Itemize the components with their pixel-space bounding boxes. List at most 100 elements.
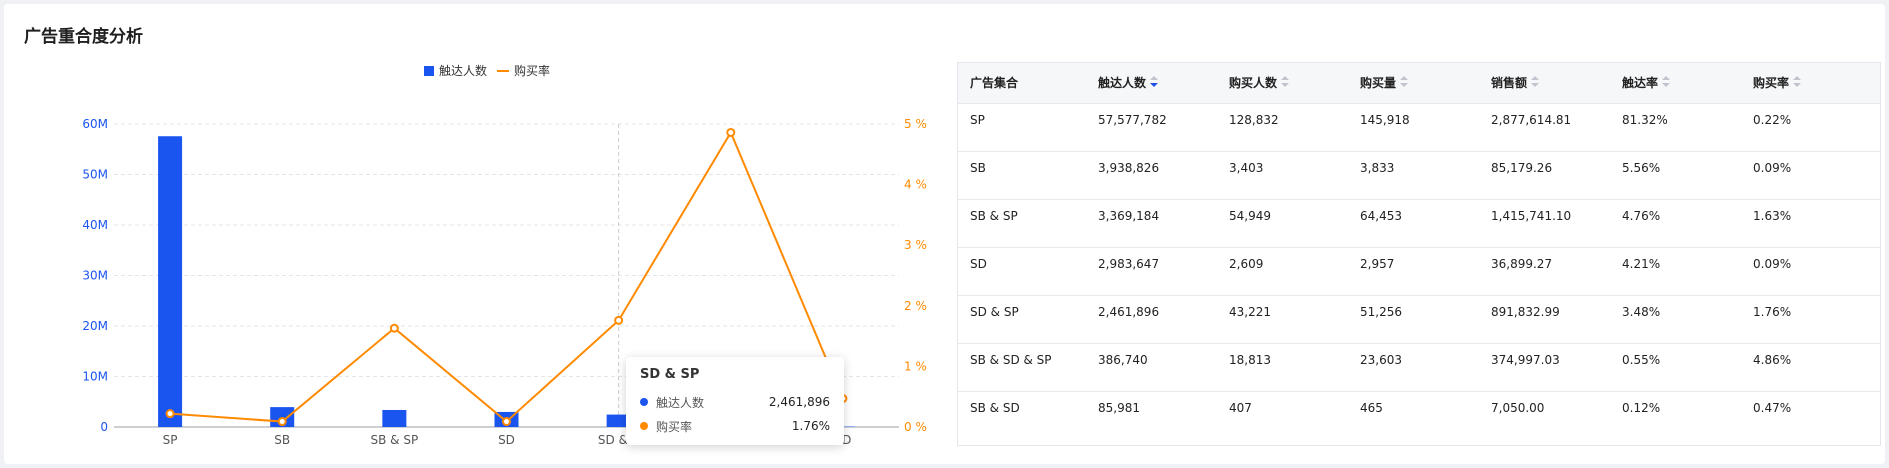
cell: 3,403 [1229,160,1264,175]
cell: 0.09% [1753,256,1792,271]
col-header-quantity[interactable]: 购买量 [1348,63,1479,103]
y-left-tick-label: 40M [82,218,108,232]
overlap-analysis-card: 广告重合度分析 0 10M 20M 30M 40M 50M 60M 0 % 1 % 2 % 3 % 4… [4,4,1885,464]
table-row: SP 57,577,782 128,832 145,918 2,877,614.… [958,103,1880,151]
col-header-set: 广告集合 [970,76,1019,91]
cell: 465 [1360,400,1383,415]
tooltip-row-reach: 触达人数 2,461,896 [640,390,830,414]
x-tick-label: SD [498,433,515,447]
table-row: SB & SD & SP 386,740 18,813 23,603 374,9… [958,343,1880,391]
sort-icon[interactable] [1793,76,1802,88]
y-left-tick-label: 60M [82,117,108,131]
cell: 374,997.03 [1491,352,1560,367]
x-tick-label: SB & SP [371,433,419,447]
line-point [726,127,736,137]
sort-icon[interactable] [1281,76,1290,88]
cell: 0.47% [1753,400,1792,415]
tooltip-dot-line [640,422,648,430]
cell: 128,832 [1229,112,1279,127]
y-right-tick-label: 0 % [904,420,927,434]
tooltip-row-rate: 购买率 1.76% [640,414,830,438]
y-left-tick-label: 20M [82,319,108,333]
x-tick-label: SP [163,433,178,447]
y-right-tick-label: 1 % [904,359,927,373]
cell: 407 [1229,400,1252,415]
col-header-buyers[interactable]: 购买人数 [1217,63,1348,103]
cell: 3.48% [1622,304,1661,319]
line-point [614,315,624,325]
y-right-tick-label: 5 % [904,117,927,131]
cell: 64,453 [1360,208,1402,223]
cell: SB [970,160,986,175]
line-point [502,417,511,427]
legend-label: 触达人数 [439,63,487,78]
cell: 2,609 [1229,256,1264,271]
overlap-chart: 0 10M 20M 30M 40M 50M 60M 0 % 1 % 2 % 3 % 4 % 5 % SP S… [82,63,927,447]
col-header-sales[interactable]: 销售额 [1479,63,1610,103]
sort-desc-icon[interactable] [1150,76,1159,88]
cell: 2,877,614.81 [1491,112,1572,127]
y-left-tick-label: 0 [100,420,108,434]
cell: SB & SD [970,400,1020,415]
y-right-tick-label: 4 % [904,178,927,192]
cell: 0.55% [1622,352,1661,367]
cell: 5.56% [1622,160,1661,175]
cell: SD & SP [970,304,1019,319]
cell: SB & SP [970,208,1018,223]
cell: 43,221 [1229,304,1271,319]
bar [606,414,631,427]
y-left-tick-label: 50M [82,168,108,182]
cell: 145,918 [1360,112,1410,127]
tooltip-dot-bar [640,398,648,406]
cell: 0.12% [1622,400,1661,415]
cell: 2,461,896 [1098,304,1160,319]
legend-label: 购买率 [514,63,550,78]
cell: SP [970,112,985,127]
cell: 81.32% [1622,112,1668,127]
bar [158,136,183,427]
line-point [165,409,175,419]
sort-icon[interactable] [1400,76,1409,88]
cell: 2,983,647 [1098,256,1160,271]
col-header-purchase-rate[interactable]: 购买率 [1741,63,1880,103]
page-title: 广告重合度分析 [24,27,143,47]
line-point [277,417,287,427]
table-row: SD & SP 2,461,896 43,221 51,256 891,832.… [958,295,1880,343]
tooltip-title: SD & SP [640,367,700,382]
cell: 386,740 [1098,352,1148,367]
legend-swatch-bar [424,66,434,76]
tooltip-name: 购买率 [656,419,693,434]
sort-icon[interactable] [1662,76,1671,88]
tooltip-value: 1.76% [791,419,830,433]
cell: 3,938,826 [1098,160,1160,175]
x-tick-label: SB [274,433,290,447]
cell: 36,899.27 [1491,256,1553,271]
table-row: SD 2,983,647 2,609 2,957 36,899.27 4.21%… [958,247,1880,295]
cell: 0.22% [1753,112,1792,127]
bar [382,409,407,427]
cell: 85,179.26 [1491,160,1553,175]
cell: SD [970,256,987,271]
cell: 891,832.99 [1491,304,1560,319]
overlap-table: 广告集合 触达人数 购买人数 购买量 销售额 触达率 购买率 SP 57,577… [957,62,1881,446]
cell: 51,256 [1360,304,1402,319]
y-right-tick-label: 3 % [904,238,927,252]
cell: 4.86% [1753,352,1792,367]
chart-tooltip: SD & SP 触达人数 2,461,896 购买率 1.76% [626,357,844,445]
y-left-tick-label: 10M [82,370,108,384]
sort-icon[interactable] [1531,76,1540,88]
cell: 3,369,184 [1098,208,1160,223]
col-header-reach[interactable]: 触达人数 [1086,63,1217,103]
table-row: SB 3,938,826 3,403 3,833 85,179.26 5.56%… [958,151,1880,199]
cell: 18,813 [1229,352,1271,367]
cell: 1.76% [1753,304,1792,319]
col-header-reach-rate[interactable]: 触达率 [1610,63,1741,103]
cell: SB & SD & SP [970,352,1052,367]
y-left-tick-label: 30M [82,269,108,283]
cell: 23,603 [1360,352,1402,367]
table-header-row: 广告集合 触达人数 购买人数 购买量 销售额 触达率 购买率 [958,63,1880,103]
line-point [389,323,399,333]
cell: 57,577,782 [1098,112,1167,127]
cell: 85,981 [1098,400,1140,415]
y-right-tick-label: 2 % [904,299,927,313]
